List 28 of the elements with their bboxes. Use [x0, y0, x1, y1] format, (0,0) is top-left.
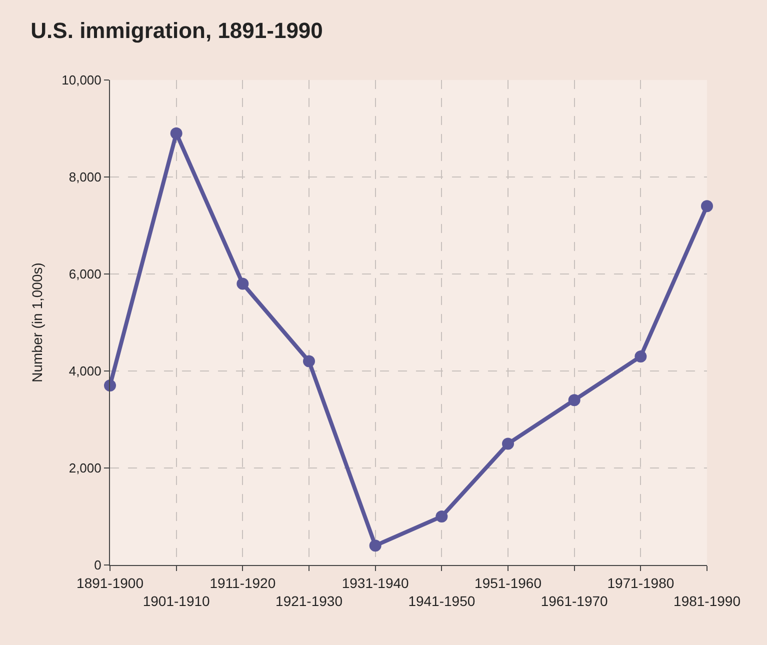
- y-tick-label: 4,000: [68, 364, 102, 379]
- x-tick-label: 1961-1970: [540, 593, 608, 609]
- point: [568, 394, 580, 406]
- point: [104, 380, 116, 392]
- y-tick-label: 8,000: [68, 170, 102, 185]
- chart-title: U.S. immigration, 1891-1990: [30, 18, 323, 43]
- x-tick-label: 1901-1910: [142, 593, 210, 609]
- x-tick-label: 1891-1900: [76, 574, 144, 591]
- point: [634, 350, 647, 362]
- point: [369, 540, 382, 552]
- x-tick-label: 1921-1930: [276, 593, 343, 609]
- x-tick-label: 1931-1940: [342, 574, 410, 591]
- point: [236, 278, 249, 290]
- y-tick-label: 10,000: [62, 72, 102, 88]
- x-tick-label: 1971-1980: [607, 574, 674, 591]
- y-axis-title: Number (in 1,000s): [29, 262, 46, 382]
- y-tick-label: 6,000: [68, 266, 102, 282]
- x-tick-label: 1911-1920: [210, 574, 276, 591]
- x-tick-label: 1941-1950: [408, 593, 476, 609]
- x-tick-label: 1951-1960: [474, 574, 542, 591]
- x-tick-label: 1981-1990: [674, 593, 741, 609]
- point: [170, 127, 182, 140]
- point: [436, 510, 448, 522]
- point: [701, 200, 713, 212]
- y-tick-label: 2,000: [68, 460, 102, 476]
- point: [502, 438, 514, 450]
- y-tick-label: 0: [94, 558, 102, 573]
- point: [303, 355, 315, 368]
